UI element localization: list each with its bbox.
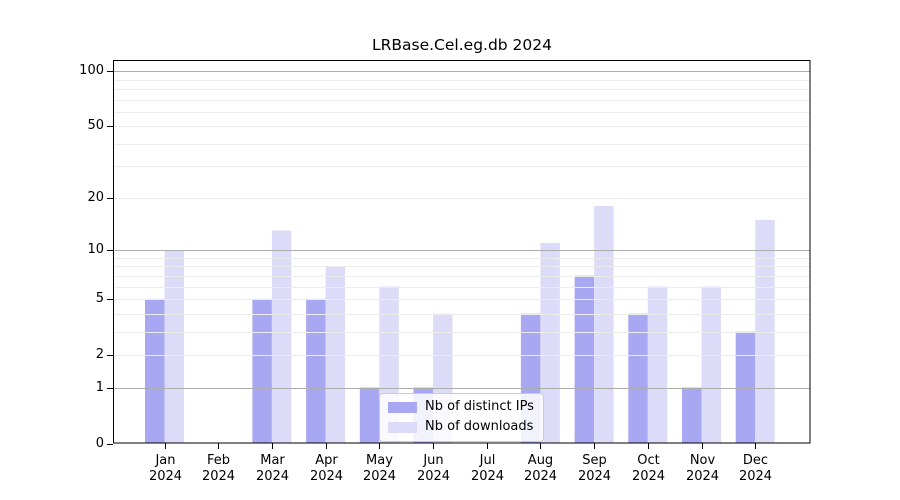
legend-label-downloads: Nb of downloads <box>425 419 534 434</box>
bar-distinct-ips-mar <box>252 298 272 444</box>
bar-downloads-oct <box>647 286 668 444</box>
bar-downloads-jan <box>164 250 184 444</box>
bar-distinct-ips-nov <box>682 387 702 444</box>
chart-title: LRBase.Cel.eg.db 2024 <box>371 36 553 54</box>
bar-distinct-ips-dec <box>735 331 756 444</box>
legend-item-downloads: Nb of downloads <box>388 420 535 434</box>
legend-swatch-distinct-ips <box>388 401 417 413</box>
bar-distinct-ips-oct <box>628 313 648 444</box>
bar-downloads-sep <box>594 206 614 444</box>
bar-distinct-ips-apr <box>306 298 326 444</box>
bar-distinct-ips-may <box>359 387 380 444</box>
bar-downloads-nov <box>701 286 721 444</box>
bar-downloads-apr <box>325 266 346 444</box>
bar-downloads-mar <box>271 230 292 444</box>
bar-distinct-ips-sep <box>574 275 595 444</box>
legend: Nb of distinct IPs Nb of downloads <box>379 393 544 442</box>
plot-frame <box>113 60 811 444</box>
bar-distinct-ips-jan <box>145 298 165 444</box>
legend-item-distinct-ips: Nb of distinct IPs <box>388 400 535 414</box>
legend-label-distinct-ips: Nb of distinct IPs <box>425 399 534 414</box>
bar-downloads-dec <box>755 219 775 444</box>
legend-swatch-downloads <box>388 421 417 433</box>
bar-downloads-aug <box>540 243 560 444</box>
